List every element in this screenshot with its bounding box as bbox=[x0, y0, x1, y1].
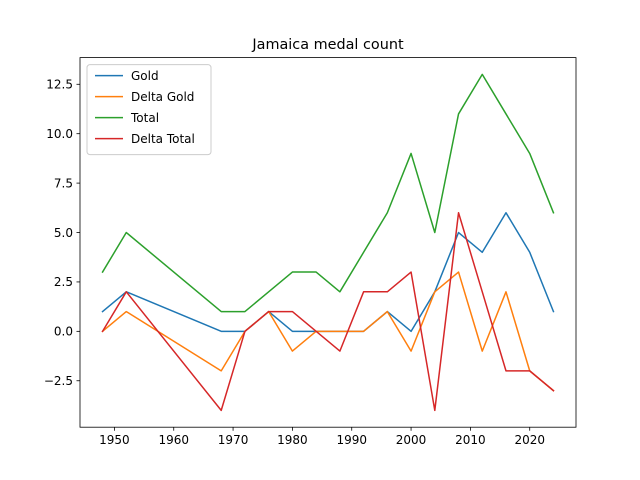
x-tick-label: 1970 bbox=[218, 433, 249, 447]
y-tick-label: 10.0 bbox=[46, 127, 73, 141]
chart-title: Jamaica medal count bbox=[251, 37, 404, 53]
series-layer bbox=[101, 73, 555, 412]
series-line-2 bbox=[101, 73, 555, 313]
y-tick-label: 2.5 bbox=[54, 275, 73, 289]
y-axis: −2.5 0.0 2.5 5.0 7.5 10.0 12.5 bbox=[44, 78, 80, 388]
y-tick-label: −2.5 bbox=[44, 374, 73, 388]
x-tick-label: 2020 bbox=[514, 433, 545, 447]
legend: Gold Delta Gold Total Delta Total bbox=[86, 64, 212, 156]
y-tick-label: 0.0 bbox=[54, 325, 73, 339]
y-tick-label: 12.5 bbox=[46, 78, 73, 92]
x-tick-label: 1980 bbox=[277, 433, 308, 447]
x-tick-label: 1960 bbox=[158, 433, 189, 447]
x-tick-label: 1990 bbox=[336, 433, 367, 447]
legend-label: Delta Total bbox=[131, 132, 195, 146]
series-line-0 bbox=[101, 212, 555, 333]
legend-label: Delta Gold bbox=[131, 90, 194, 104]
legend-label: Gold bbox=[131, 69, 159, 83]
legend-box bbox=[86, 64, 212, 156]
axes-frame bbox=[79, 57, 577, 428]
y-tick-label: 7.5 bbox=[54, 176, 73, 190]
x-tick-label: 2010 bbox=[455, 433, 486, 447]
x-axis: 1950 1960 1970 1980 1990 2000 2010 2020 bbox=[99, 427, 545, 447]
y-tick-label: 5.0 bbox=[54, 226, 73, 240]
series-line-1 bbox=[101, 271, 555, 392]
x-tick-label: 2000 bbox=[396, 433, 427, 447]
legend-label: Total bbox=[130, 111, 159, 125]
x-tick-label: 1950 bbox=[99, 433, 130, 447]
series-line-3 bbox=[101, 212, 555, 412]
